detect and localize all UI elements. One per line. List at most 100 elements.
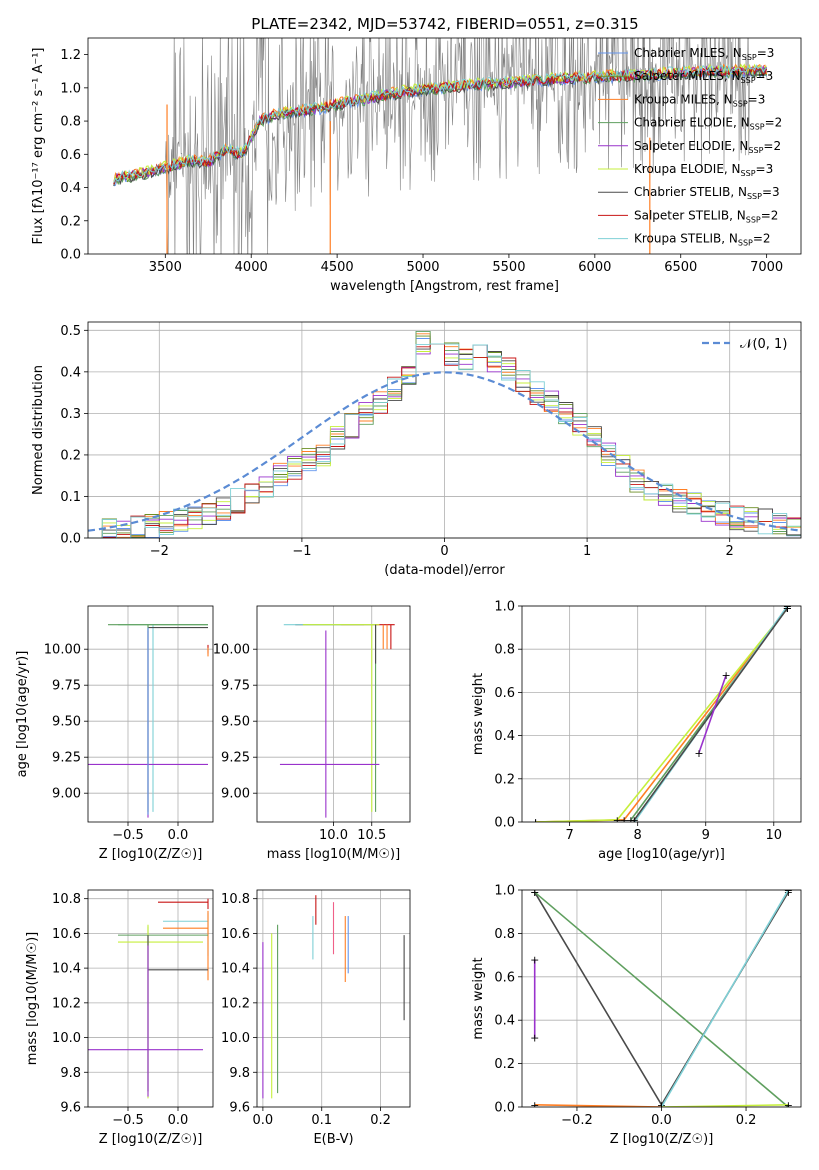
x-axis-label: Z [log10(Z/Z☉)] — [610, 1132, 714, 1147]
axes-spectrum: 3500 4000 4500 5000 5500 6000 6500 7000 0.0 0.2 0.… — [31, 37, 802, 294]
axes-frame — [87, 889, 214, 1108]
axes-frame — [256, 889, 411, 1108]
x-tick-label: 0.0 — [651, 1113, 672, 1128]
y-tick-label: 10.6 — [221, 927, 250, 942]
y-tick-label: 0.1 — [60, 490, 81, 505]
x-tick-label: 6000 — [578, 260, 611, 275]
x-tick-label: 1 — [583, 544, 591, 559]
y-tick-label: 0.8 — [60, 115, 81, 130]
legend-label: Salpeter STELIB, N — [634, 208, 746, 222]
y-tick-label: 0.4 — [60, 181, 81, 196]
x-axis-label: (data-model)/error — [384, 563, 505, 578]
weight-series-line — [633, 607, 789, 821]
legend-tail: =2 — [753, 232, 771, 246]
legend-entry: Salpeter ELODIE, NSSP=2 — [634, 139, 781, 155]
y-tick-label: 9.75 — [52, 679, 81, 694]
legend-tail: =3 — [757, 46, 775, 60]
legend-subscript: SSP — [748, 146, 763, 155]
plot-area-spectrum — [113, 38, 768, 254]
x-axis-label: age [log10(age/yr)] — [598, 847, 725, 862]
y-tick-label: 9.8 — [60, 1066, 81, 1081]
legend-entry: Chabrier MILES, NSSP=3 — [634, 46, 774, 62]
x-tick-label: 0.0 — [253, 1113, 274, 1128]
y-tick-label: 9.25 — [52, 751, 81, 766]
weight-point-marker: + — [784, 1101, 793, 1114]
y-tick-label: 0.4 — [494, 1014, 515, 1029]
weight-series-line — [535, 607, 789, 822]
x-axis-label: Z [log10(Z/Z☉)] — [99, 1132, 203, 1147]
legend-subscript: SSP — [747, 192, 762, 201]
x-tick-label: 6500 — [664, 260, 697, 275]
x-tick-label: −1 — [292, 544, 311, 559]
x-tick-label: −0.5 — [112, 828, 144, 843]
plot-area-age-vs-mass — [279, 624, 395, 818]
y-tick-label: 9.75 — [221, 679, 250, 694]
y-tick-label: 0.2 — [494, 1057, 515, 1072]
x-tick-label: 0.2 — [370, 1113, 391, 1128]
weight-point-marker: + — [531, 816, 540, 829]
legend-label: Kroupa MILES, N — [634, 92, 733, 106]
y-tick-label: 1.0 — [60, 81, 81, 96]
axes-age-vs-Z: −0.5 0.0 9.00 9.25 9.50 9.75 10.00 Z [log10(Z/Z… — [15, 605, 214, 862]
weight-point-marker: + — [783, 602, 792, 615]
weight-point-marker: + — [657, 1099, 666, 1112]
x-tick-label: 4500 — [321, 260, 354, 275]
weight-point-marker: + — [530, 886, 539, 899]
legend-subscript: SSP — [741, 76, 756, 85]
x-tick-label: −0.5 — [112, 1113, 144, 1128]
histogram-step-line — [88, 343, 801, 538]
y-tick-label: 10.4 — [52, 962, 81, 977]
y-tick-label: 1.2 — [60, 48, 81, 63]
y-tick-label: 9.50 — [52, 715, 81, 730]
y-tick-label: 10.0 — [52, 1031, 81, 1046]
weight-point-marker: + — [657, 1101, 666, 1114]
legend-entry: Kroupa STELIB, NSSP=2 — [634, 232, 771, 248]
y-tick-label: 10.8 — [221, 892, 250, 907]
x-tick-label: 7 — [565, 828, 573, 843]
weight-point-marker: + — [657, 1101, 666, 1114]
y-tick-label: 0.8 — [494, 643, 515, 658]
y-tick-label: 10.2 — [221, 996, 250, 1011]
axes-mass-vs-EBV: 0.0 0.1 0.2 9.6 9.8 10.0 10.2 10.4 10.6 10.8 E(B-V… — [221, 889, 411, 1147]
weight-point-marker: + — [531, 816, 540, 829]
legend-subscript: SSP — [733, 99, 748, 108]
x-tick-label: 0.2 — [736, 1113, 757, 1128]
x-tick-label: 2 — [726, 544, 734, 559]
weight-point-marker: + — [694, 747, 703, 760]
histogram-step-line — [88, 343, 801, 538]
y-tick-label: 10.6 — [52, 927, 81, 942]
legend: 𝒩(0, 1) — [702, 337, 787, 352]
y-tick-label: 0.2 — [60, 448, 81, 463]
y-axis-label: Flux [fλ10⁻¹⁷ erg cm⁻² s⁻¹ A⁻¹] — [31, 48, 46, 245]
x-axis-label: wavelength [Angstrom, rest frame] — [330, 279, 559, 294]
x-tick-label: −2 — [150, 544, 169, 559]
y-tick-label: 0.2 — [60, 214, 81, 229]
y-axis-label: mass weight — [471, 957, 486, 1039]
x-tick-label: 4000 — [235, 260, 268, 275]
legend-label: Chabrier MILES, N — [634, 46, 742, 60]
y-tick-label: 0.5 — [60, 324, 81, 339]
legend-tail: =3 — [748, 92, 766, 106]
x-tick-label: 8 — [634, 828, 642, 843]
x-tick-label: 7000 — [750, 260, 783, 275]
model-spectrum-line — [113, 64, 767, 183]
legend-label: Chabrier STELIB, N — [634, 185, 747, 199]
y-tick-label: 10.2 — [52, 996, 81, 1011]
plot-area-weight-vs-age: + +++ ++++++++++ — [531, 602, 792, 829]
axes-mass-vs-Z: −0.5 0.0 9.6 9.8 10.0 10.2 10.4 10.6 10.8 Z [log1… — [25, 889, 214, 1147]
legend-subscript: SSP — [738, 239, 753, 248]
y-tick-label: 0.3 — [60, 407, 81, 422]
legend-label: Salpeter ELODIE, N — [634, 139, 748, 153]
y-tick-label: 0.2 — [494, 772, 515, 787]
legend-entry: Chabrier ELODIE, NSSP=2 — [634, 116, 782, 132]
x-tick-label: 10 — [766, 828, 783, 843]
legend-subscript: SSP — [746, 215, 761, 224]
legend-entry: 𝒩(0, 1) — [740, 337, 787, 352]
weight-point-marker: + — [784, 886, 793, 899]
x-tick-label: 0.0 — [168, 1113, 189, 1128]
x-tick-label: −0.2 — [561, 1113, 593, 1128]
weight-point-marker: + — [613, 814, 622, 827]
weight-point-marker: + — [783, 602, 792, 615]
normal-curve — [88, 371, 801, 532]
